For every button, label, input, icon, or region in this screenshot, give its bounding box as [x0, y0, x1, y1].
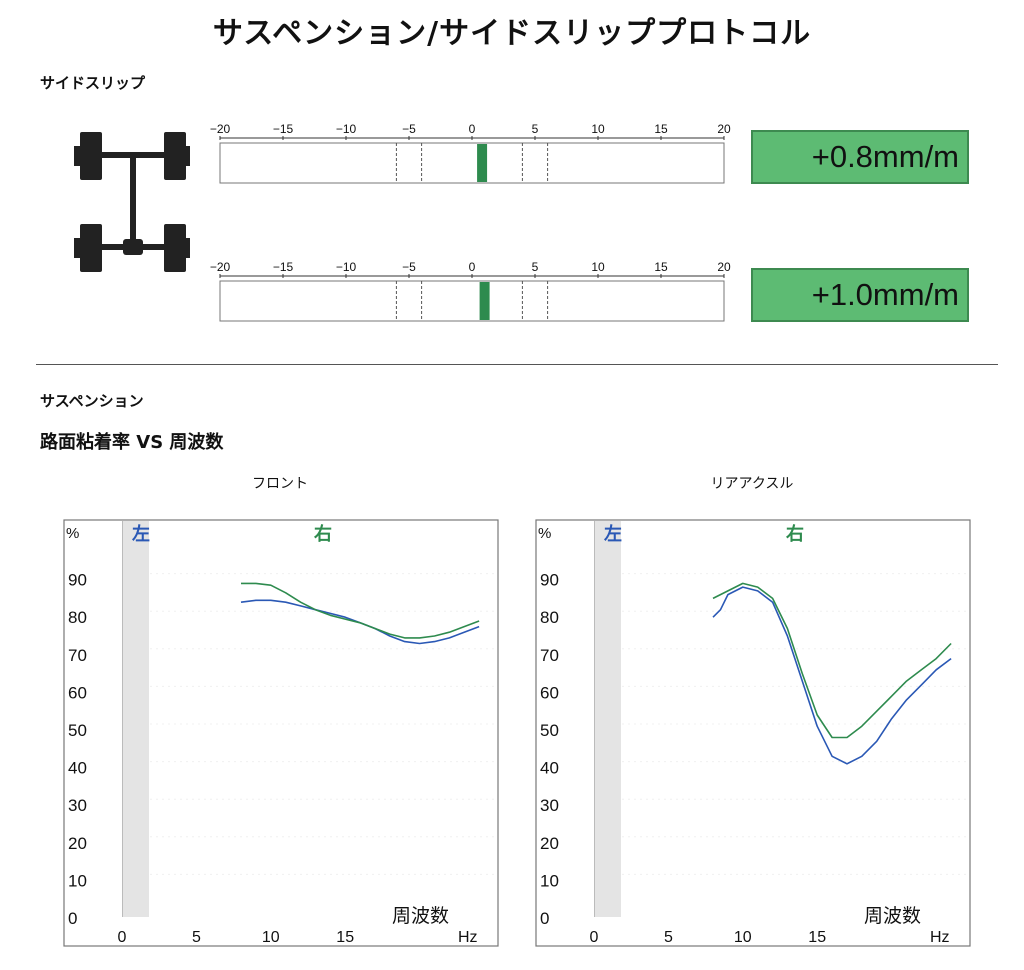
scale-tick-label: 0 — [469, 260, 476, 274]
side-slip-front-readout: +0.8mm/m — [751, 130, 969, 184]
chart-plot-left-edge — [594, 521, 595, 917]
y-tick-label: 80 — [540, 608, 559, 627]
y-tick-label: 40 — [68, 759, 87, 778]
legend-left: 左 — [604, 523, 622, 544]
legend-right: 右 — [786, 523, 804, 544]
y-tick-label: 70 — [540, 646, 559, 665]
chart-title-rear: リアアクスル — [710, 476, 794, 492]
y-tick-label: 20 — [68, 834, 87, 853]
side-slip-scale-front: −20 −15 −10 −5 0 5 10 15 20 — [210, 122, 731, 184]
drive-shaft — [130, 152, 136, 248]
scale-tick-label: 10 — [591, 260, 605, 274]
legend-right: 右 — [314, 523, 332, 544]
x-tick-label: 5 — [192, 929, 201, 946]
chart-rear: 0 10 20 30 40 50 60 70 80 90% 0 5 10 15 Hz 周波数 左 右 — [535, 519, 971, 947]
y-tick-label: 30 — [540, 796, 559, 815]
y-axis-label: % — [66, 525, 79, 542]
x-axis-label: 周波数 — [864, 905, 921, 927]
differential — [123, 239, 143, 255]
x-axis-label: 周波数 — [392, 905, 449, 927]
chart-shaded-band — [123, 521, 149, 917]
scale-tick-label: 15 — [654, 260, 668, 274]
y-tick-label: 60 — [540, 683, 559, 702]
scale-tick-label: 0 — [469, 122, 476, 136]
page-title: サスペンション/サイドスリッププロトコル — [212, 16, 812, 51]
suspension-subtitle: 路面粘着率 VS 周波数 — [40, 432, 224, 453]
y-tick-label: 90 — [68, 571, 87, 590]
series-line-right — [712, 582, 952, 739]
chart-shaded-band — [595, 521, 621, 917]
y-tick-label: 0 — [540, 909, 549, 928]
suspension-label: サスペンション — [40, 392, 144, 410]
scale-tick-label: −10 — [336, 260, 357, 274]
y-tick-label: 50 — [540, 721, 559, 740]
y-tick-label: 20 — [540, 834, 559, 853]
y-tick-label: 50 — [68, 721, 87, 740]
side-slip-scale-rear: −20 −15 −10 −5 0 5 10 15 20 — [210, 260, 731, 322]
legend-left: 左 — [132, 523, 150, 544]
y-tick-label: 70 — [68, 646, 87, 665]
x-tick-label: 15 — [808, 929, 826, 946]
x-tick-label: 5 — [664, 929, 673, 946]
section-divider — [36, 364, 998, 365]
wheel-front-left — [80, 132, 102, 180]
x-axis-unit: Hz — [458, 929, 478, 946]
y-tick-label: 40 — [540, 759, 559, 778]
x-tick-label: 15 — [336, 929, 354, 946]
x-tick-label: 10 — [734, 929, 752, 946]
scale-tick-label: −5 — [402, 122, 416, 136]
scale-tick-label: −10 — [336, 122, 357, 136]
x-tick-label: 10 — [262, 929, 280, 946]
series-line-left — [712, 586, 952, 765]
y-tick-label: 90 — [540, 571, 559, 590]
scale-tick-label: 15 — [654, 122, 668, 136]
side-slip-rear-readout: +1.0mm/m — [751, 268, 969, 322]
x-tick-label: 0 — [118, 929, 127, 946]
chart-title-front: フロント — [252, 476, 308, 492]
scale-tick-label: −15 — [273, 122, 294, 136]
x-tick-label: 0 — [590, 929, 599, 946]
scale-box — [219, 142, 725, 184]
wheel-front-right — [164, 132, 186, 180]
wheel-rear-right — [164, 224, 186, 272]
scale-tick-label: 20 — [717, 260, 731, 274]
side-slip-indicator-front — [477, 144, 488, 182]
car-chassis-icon — [74, 132, 190, 272]
y-tick-label: 10 — [68, 871, 87, 890]
y-tick-label: 0 — [68, 909, 77, 928]
y-tick-label: 60 — [68, 683, 87, 702]
scale-box — [219, 280, 725, 322]
side-slip-label: サイドスリップ — [40, 74, 146, 92]
y-tick-label: 10 — [540, 871, 559, 890]
y-tick-label: 30 — [68, 796, 87, 815]
scale-tick-label: −20 — [210, 260, 231, 274]
scale-tick-label: 5 — [532, 260, 539, 274]
chart-plot-left-edge — [122, 521, 123, 917]
scale-tick-label: 20 — [717, 122, 731, 136]
side-slip-indicator-rear — [479, 282, 490, 320]
scale-tick-label: 5 — [532, 122, 539, 136]
chart-front: 0 10 20 30 40 50 60 70 80 90% 0 5 10 15 Hz 周波数 左 右 — [63, 519, 499, 947]
series-line-right — [241, 582, 480, 639]
scale-tick-label: 10 — [591, 122, 605, 136]
scale-tick-label: −5 — [402, 260, 416, 274]
x-axis-unit: Hz — [930, 929, 950, 946]
scale-tick-label: −15 — [273, 260, 294, 274]
wheel-rear-left — [80, 224, 102, 272]
y-axis-label: % — [538, 525, 551, 542]
y-tick-label: 80 — [68, 608, 87, 627]
scale-tick-label: −20 — [210, 122, 231, 136]
